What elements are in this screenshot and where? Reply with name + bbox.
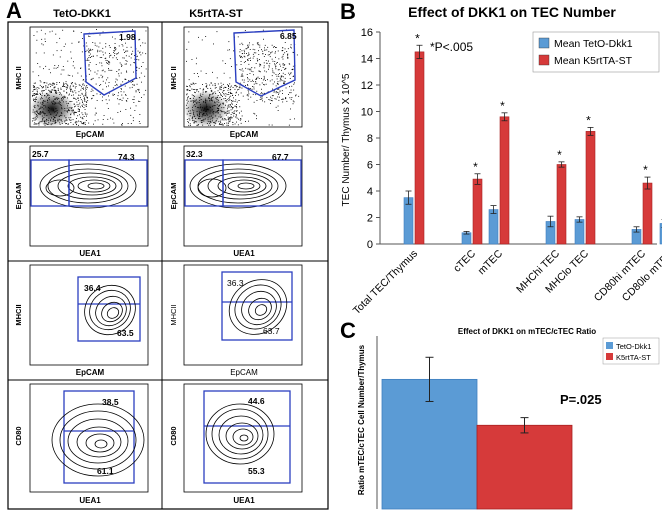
gate-value: 32.3 xyxy=(186,149,203,159)
chart-title: Effect of DKK1 on mTEC/cTEC Ratio xyxy=(458,327,596,336)
gate-box xyxy=(77,276,141,342)
y-axis-label: Ratio mTEC/cTEC Cell Number/Thymus xyxy=(357,344,366,495)
axis-label-y: EpCAM xyxy=(14,183,23,210)
gate-polygon xyxy=(83,30,137,96)
bar xyxy=(499,116,510,245)
gate-box xyxy=(203,390,291,484)
bar xyxy=(556,164,567,245)
chart-ratio: Effect of DKK1 on mTEC/cTEC Ratio Ratio … xyxy=(357,327,660,510)
y-tick-label: 2 xyxy=(367,213,373,225)
gate-value: 67.7 xyxy=(272,152,289,162)
gate-box xyxy=(221,271,293,341)
axis-label-x: EpCAM xyxy=(76,130,105,139)
contour-plot-k5-r4: 44.6 55.3 xyxy=(183,383,303,493)
axis-label-y: CD80 xyxy=(169,426,178,445)
x-tick-label: Total TEC/Thymus xyxy=(351,248,420,317)
significance-star: * xyxy=(586,113,591,127)
bar xyxy=(488,209,499,245)
y-tick-label: 0 xyxy=(367,239,373,251)
legend-label: TetO-Dkk1 xyxy=(616,342,651,351)
contour-plot-k5-r3: 36.3 63.7 xyxy=(183,264,303,366)
axis-label-y: MHCII xyxy=(14,304,23,325)
gate-value: 74.3 xyxy=(118,152,135,162)
gate-value: 55.3 xyxy=(248,466,265,476)
axis-label-y: EpCAM xyxy=(169,183,178,210)
significance-star: * xyxy=(415,31,420,45)
legend-label: Mean K5rtTA-ST xyxy=(554,55,633,67)
col-header-teto: TetO-DKK1 xyxy=(53,8,111,20)
gate-value: 38.5 xyxy=(102,397,119,407)
legend-label: K5rtTA-ST xyxy=(616,353,651,362)
legend-label: Mean TetO-Dkk1 xyxy=(554,38,633,50)
gate-right xyxy=(68,159,148,207)
axis-label-x: UEA1 xyxy=(233,496,255,505)
panel-label-b: B xyxy=(340,0,356,24)
contour-plot-teto-r2: 25.7 74.3 xyxy=(29,145,149,247)
y-tick-label: 4 xyxy=(367,186,373,198)
axis-label-x: EpCAM xyxy=(230,368,258,377)
gate-value: 36.3 xyxy=(227,278,244,288)
bar xyxy=(381,378,478,510)
chart-title: Effect of DKK1 on TEC Number xyxy=(408,4,616,20)
legend-swatch-teto xyxy=(606,342,613,349)
gate-value: 63.5 xyxy=(117,328,134,338)
bar xyxy=(574,219,585,245)
gate-right xyxy=(222,159,302,207)
panel-label-c: C xyxy=(340,318,356,343)
significance-star: * xyxy=(473,160,478,174)
bar xyxy=(642,182,653,245)
x-tick-label: mTEC xyxy=(476,247,506,277)
contour-plot-teto-r3: 36.4 63.5 xyxy=(29,264,149,366)
y-tick-label: 12 xyxy=(361,80,373,92)
y-tick-label: 6 xyxy=(367,160,373,172)
axis-label-y: MHCII xyxy=(169,304,178,325)
contour-plot-k5-r2: 32.3 67.7 xyxy=(183,145,303,247)
significance-star: * xyxy=(643,163,648,177)
col-header-k5: K5rtTA-ST xyxy=(189,8,243,20)
legend-swatch-k5 xyxy=(606,353,613,360)
significance-star: * xyxy=(557,148,562,162)
significance-note: *P<.005 xyxy=(430,40,473,54)
gate-value: 6.85 xyxy=(280,31,297,41)
y-tick-label: 10 xyxy=(361,107,373,119)
axis-label-y: CD80 xyxy=(14,426,23,445)
axis-label-x: EpCAM xyxy=(76,368,105,377)
dot-plot-teto: 1.98 xyxy=(29,26,149,128)
legend-swatch-k5 xyxy=(538,54,550,66)
grid-border xyxy=(7,21,329,510)
chart-tec-number: Effect of DKK1 on TEC Number TEC Number/… xyxy=(341,4,662,317)
bar xyxy=(659,223,662,245)
p-value: P=.025 xyxy=(560,392,602,407)
gate-value: 36.4 xyxy=(84,283,101,293)
legend xyxy=(532,31,660,73)
axis-label-x: UEA1 xyxy=(79,249,101,258)
panel-label-a: A xyxy=(6,0,22,23)
y-tick-label: 8 xyxy=(367,133,373,145)
axis-label-x: UEA1 xyxy=(233,249,255,258)
flow-grid: TetO-DKK1 K5rtTA-ST 1.98 6.85 MHC II MHC… xyxy=(7,8,329,510)
contour-plot-teto-r4: 38.5 61.1 xyxy=(29,383,149,493)
bar xyxy=(585,131,596,245)
axis-label-y: MHC II xyxy=(169,66,178,89)
gate-polygon xyxy=(233,29,296,97)
gate-value: 25.7 xyxy=(32,149,49,159)
gate-box xyxy=(63,390,135,484)
axis-label-x: UEA1 xyxy=(79,496,101,505)
gate-value: 1.98 xyxy=(119,32,136,42)
x-tick-label: cTEC xyxy=(451,247,478,274)
legend-swatch-teto xyxy=(538,37,550,49)
dot-plot-k5: 6.85 xyxy=(183,26,303,128)
axis-label-x: EpCAM xyxy=(230,130,259,139)
bar xyxy=(476,424,573,510)
bar xyxy=(472,178,483,245)
gate-value: 61.1 xyxy=(97,466,114,476)
significance-star: * xyxy=(500,99,505,113)
axis-label-y: MHC II xyxy=(14,66,23,89)
y-axis-label: TEC Number/ Thymus X 10^5 xyxy=(341,73,352,206)
bar xyxy=(414,51,425,245)
gate-value: 63.7 xyxy=(263,326,280,336)
y-tick-label: 16 xyxy=(361,27,373,39)
gate-value: 44.6 xyxy=(248,396,265,406)
y-tick-label: 14 xyxy=(361,54,373,66)
